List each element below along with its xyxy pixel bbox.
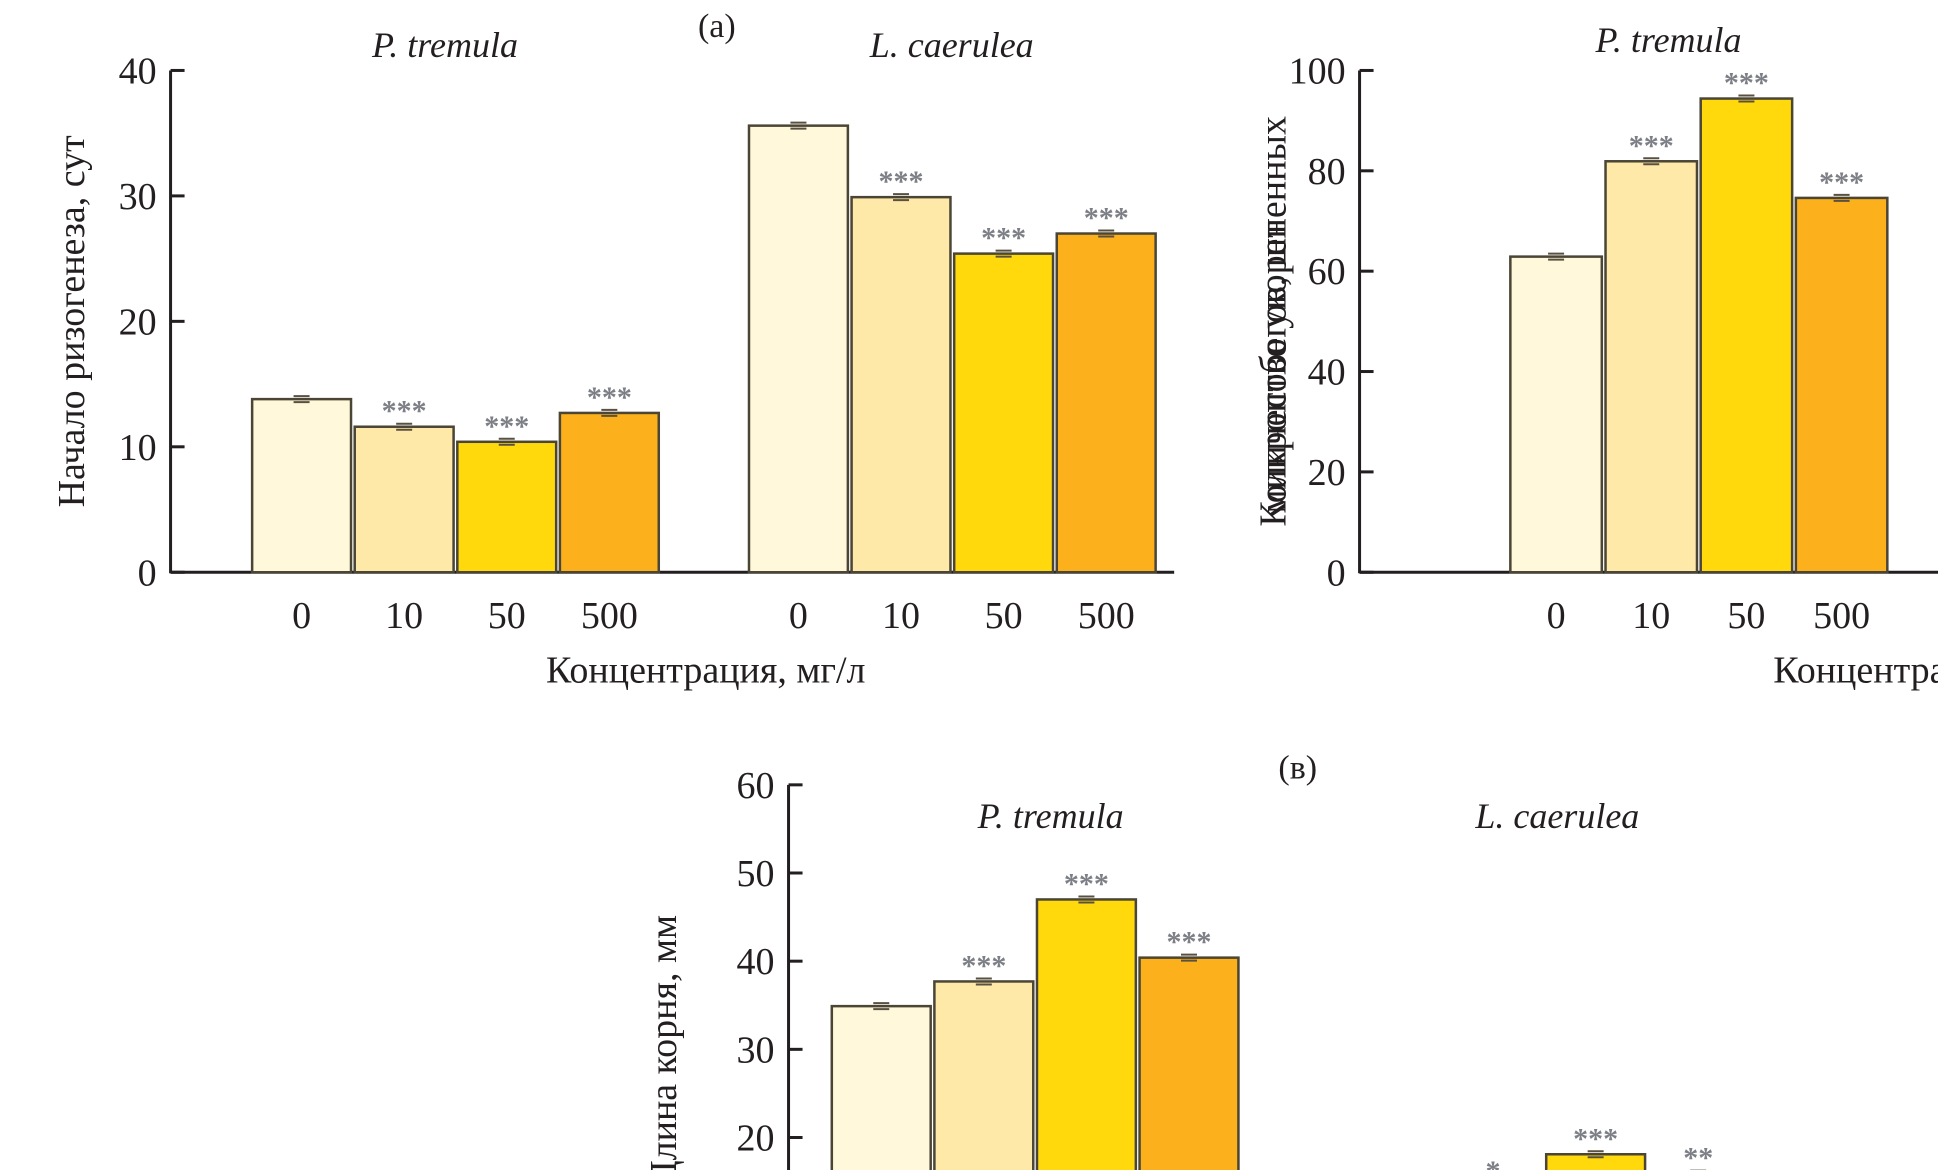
significance-label: *** xyxy=(981,222,1026,255)
bar xyxy=(747,124,850,574)
y-tick-label: 50 xyxy=(737,853,775,895)
significance-label: *** xyxy=(1819,166,1864,199)
y-tick-label: 30 xyxy=(737,1029,775,1071)
x-tick-label: 500 xyxy=(1813,595,1870,637)
panel-label: (в) xyxy=(1278,750,1317,787)
y-tick-label: 40 xyxy=(737,941,775,983)
bar xyxy=(1035,898,1138,1170)
x-tick-label: 0 xyxy=(789,595,808,637)
bar xyxy=(353,425,455,574)
y-tick-label: 10 xyxy=(119,427,157,469)
x-tick-label: 0 xyxy=(292,595,311,637)
panel-a: 0 10 20 30 40 Начало ризогенеза, сут (а) P. tre… xyxy=(51,8,1175,691)
bar xyxy=(1604,160,1699,574)
bar xyxy=(933,980,1035,1170)
panel-v: 0102030405060Длина корня, мм(в)P. tremul… xyxy=(643,750,1713,1170)
bar xyxy=(1794,196,1889,574)
y-tick-label: 60 xyxy=(737,765,775,807)
bar xyxy=(830,1004,932,1170)
bar xyxy=(850,195,952,574)
bar xyxy=(456,440,558,574)
x-tick-label: 10 xyxy=(385,595,423,637)
species-label: P. tremula xyxy=(977,796,1124,836)
x-tick-label: 500 xyxy=(1078,595,1135,637)
bar xyxy=(952,252,1055,574)
x-axis-title: Концентрация, мг/л xyxy=(1773,649,1938,691)
bar xyxy=(1138,956,1240,1170)
x-axis-title: Концентрация, мг/л xyxy=(546,649,866,691)
y-tick-label: 40 xyxy=(1308,352,1346,394)
y-tick-label: 30 xyxy=(119,176,157,218)
bar xyxy=(1544,1153,1647,1170)
x-tick-label: 10 xyxy=(882,595,920,637)
significance-label: *** xyxy=(1064,867,1109,900)
bar xyxy=(250,397,353,574)
y-tick-label: 0 xyxy=(138,552,157,594)
y-axis-title-line1: Количество укорененных xyxy=(1252,116,1294,527)
panel-label: (а) xyxy=(698,8,736,45)
y-tick-label: 0 xyxy=(1327,552,1346,594)
significance-label: *** xyxy=(1084,202,1129,235)
significance-label: *** xyxy=(1573,1122,1618,1155)
y-tick-label: 100 xyxy=(1289,50,1346,92)
x-tick-label: 50 xyxy=(488,595,526,637)
significance-label: *** xyxy=(961,949,1006,982)
x-tick-label: 10 xyxy=(1632,595,1670,637)
significance-label: *** xyxy=(484,410,529,443)
significance-label: *** xyxy=(1629,129,1674,162)
species-label: L. caerulea xyxy=(869,25,1034,65)
y-tick-label: 20 xyxy=(119,301,157,343)
x-tick-label: 500 xyxy=(581,595,638,637)
y-tick-label: 20 xyxy=(737,1118,775,1160)
significance-label: * xyxy=(1486,1155,1501,1170)
y-axis-title: Начало ризогенеза, сут xyxy=(51,135,93,508)
y-tick-label: 20 xyxy=(1308,452,1346,494)
significance-label: ** xyxy=(1683,1142,1713,1170)
species-label: P. tremula xyxy=(1595,20,1742,60)
significance-label: *** xyxy=(1167,926,1212,959)
y-tick-label: 60 xyxy=(1308,251,1346,293)
bar xyxy=(1509,255,1604,574)
species-label: L. caerulea xyxy=(1474,796,1639,836)
y-axis-title: Длина корня, мм xyxy=(643,915,685,1170)
significance-label: *** xyxy=(879,165,924,198)
significance-label: *** xyxy=(587,381,632,414)
x-tick-label: 0 xyxy=(1547,595,1566,637)
significance-label: *** xyxy=(382,395,427,428)
y-tick-label: 80 xyxy=(1308,151,1346,193)
y-axis-title-line2: микропобегов, шт xyxy=(1252,221,1294,514)
x-tick-label: 50 xyxy=(1727,595,1765,637)
x-tick-label: 50 xyxy=(985,595,1023,637)
bar xyxy=(1699,97,1794,574)
species-label: P. tremula xyxy=(371,25,518,65)
bar xyxy=(558,411,661,574)
significance-label: *** xyxy=(1724,67,1769,100)
bar xyxy=(1055,232,1157,574)
y-tick-label: 40 xyxy=(119,50,157,92)
